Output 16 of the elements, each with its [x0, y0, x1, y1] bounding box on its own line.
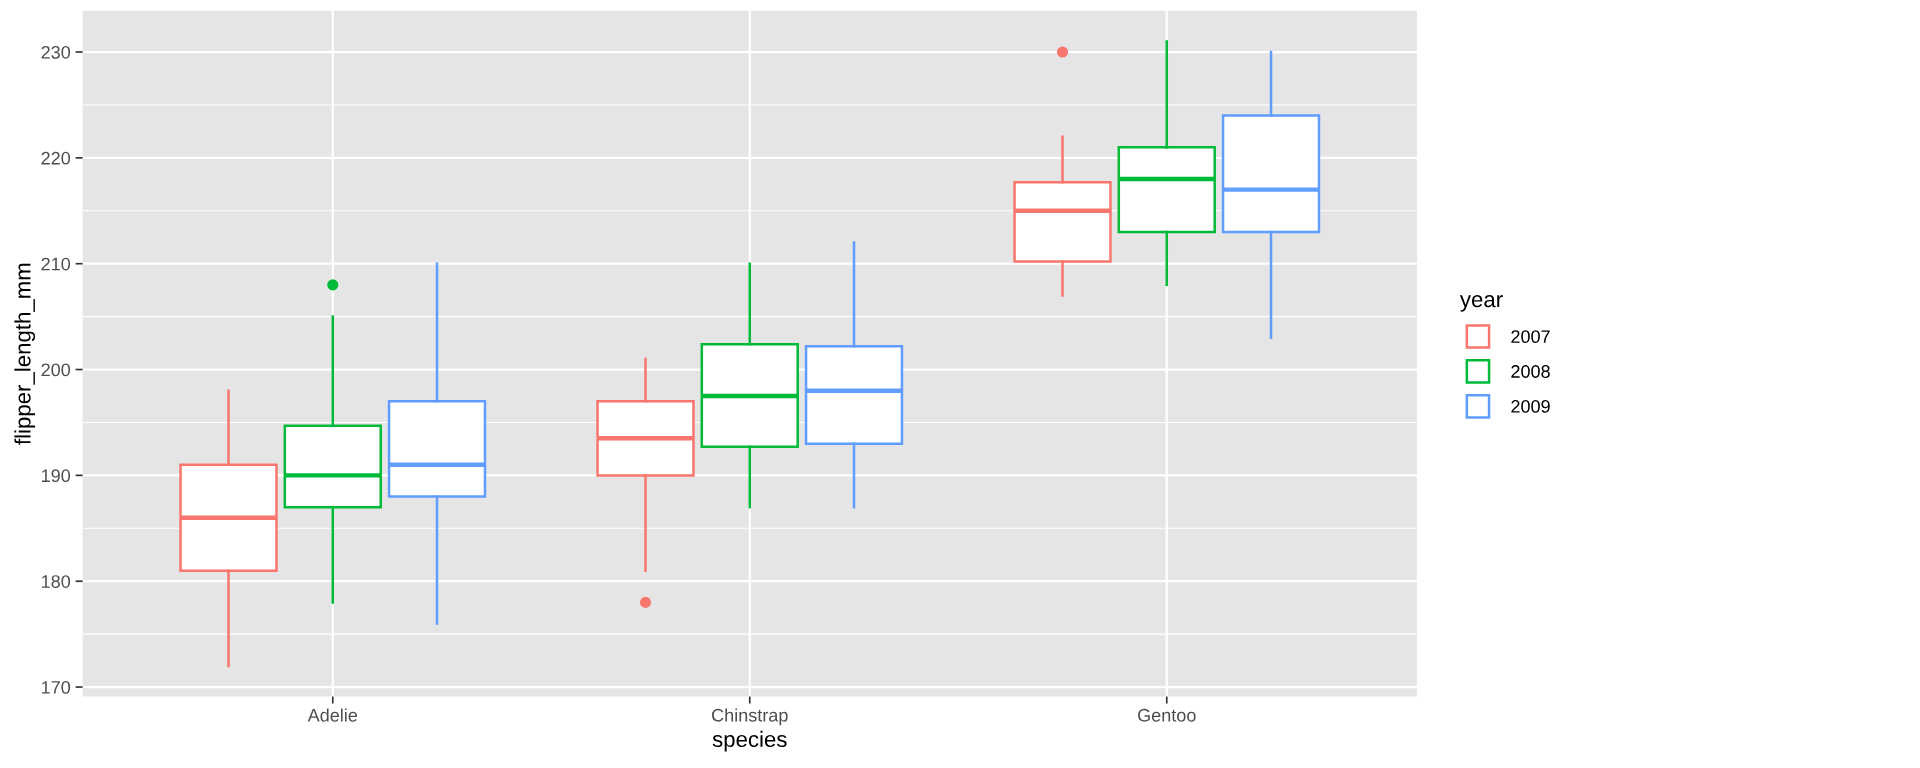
y-tick-label: 170 — [42, 680, 71, 694]
x-tick-label: Adelie — [307, 708, 358, 722]
legend-label: 2008 — [1511, 365, 1550, 378]
x-tick-label: Gentoo — [1138, 708, 1196, 722]
y-tick-label: 220 — [41, 151, 71, 165]
y-tick-label: 190 — [42, 469, 71, 483]
y-tick-label: 210 — [41, 257, 71, 271]
y-tick-label: 230 — [41, 45, 71, 59]
y-tick-label: 200 — [41, 363, 71, 377]
legend-label: 2009 — [1511, 400, 1550, 413]
x-tick-label: Chinstrap — [712, 708, 788, 726]
y-tick-label: 180 — [42, 575, 71, 588]
legend-title: year — [1459, 295, 1503, 312]
x-axis-title: species — [712, 730, 787, 752]
y-axis-title: flipper_length_mm — [14, 263, 36, 445]
legend-label: 2007 — [1511, 330, 1550, 344]
